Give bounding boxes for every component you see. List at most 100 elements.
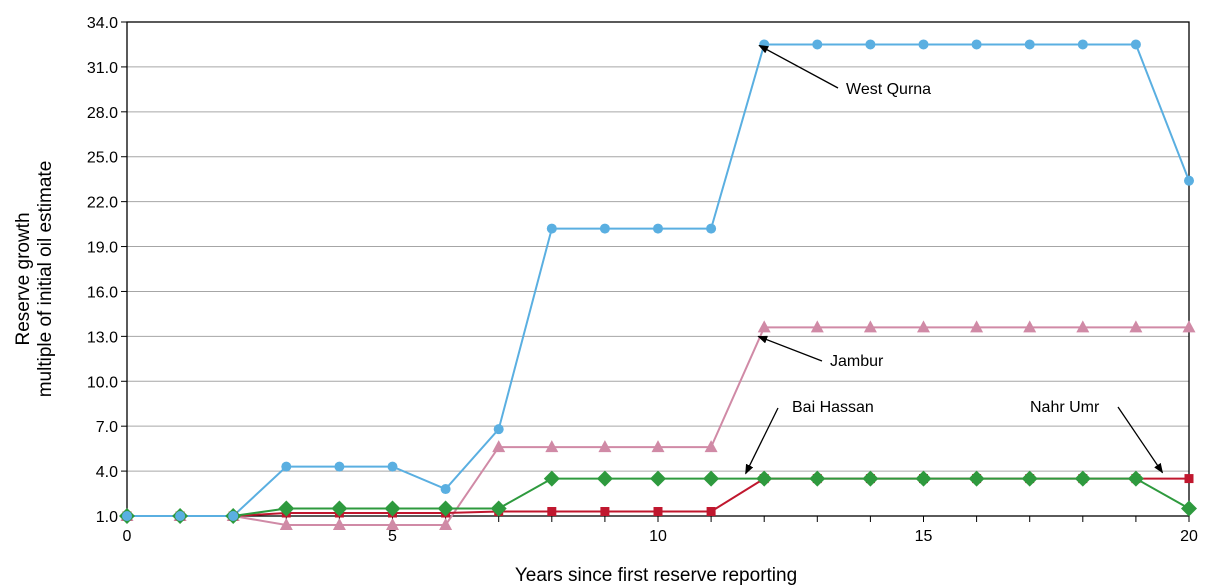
y-tick-label: 1.0 xyxy=(96,509,118,526)
data-point xyxy=(596,470,613,487)
data-point xyxy=(918,39,929,50)
data-point xyxy=(1130,39,1141,50)
annotation-label: Bai Hassan xyxy=(792,399,874,416)
data-point xyxy=(1021,470,1038,487)
data-point xyxy=(757,320,771,333)
data-point xyxy=(1077,39,1088,50)
data-point xyxy=(1076,320,1090,333)
data-point xyxy=(651,440,665,453)
x-tick-label: 5 xyxy=(388,528,397,545)
data-point xyxy=(279,517,293,530)
data-point xyxy=(653,223,663,234)
data-point xyxy=(1184,474,1194,484)
data-point xyxy=(1074,470,1091,487)
data-point xyxy=(653,507,663,517)
axis-ticks: 1.0 4.0 7.0 10.0 13.0 16.0 19.0 22.0 25.0 28.0 31.… xyxy=(87,15,1198,545)
annotation-label: Nahr Umr xyxy=(1030,399,1100,416)
data-point xyxy=(1127,470,1144,487)
y-tick-label: 25.0 xyxy=(87,150,118,167)
data-point xyxy=(1184,175,1194,186)
data-point xyxy=(809,470,826,487)
annotation-label: West Qurna xyxy=(846,81,931,98)
x-tick-label: 20 xyxy=(1180,528,1198,545)
data-point xyxy=(386,517,399,530)
y-tick-label: 16.0 xyxy=(87,284,118,301)
gridlines xyxy=(127,66,1189,472)
annotations: West Qurna Jambur Bai Hassan Nahr Umr xyxy=(745,44,1164,475)
data-point xyxy=(971,39,982,50)
data-point xyxy=(706,507,716,517)
data-point xyxy=(493,424,504,435)
y-tick-label: 28.0 xyxy=(87,105,118,122)
data-point xyxy=(546,223,557,234)
data-point xyxy=(1182,320,1196,333)
annotation-label: Jambur xyxy=(830,353,884,370)
x-tick-label: 10 xyxy=(649,528,667,545)
annotation-bai-hassan: Bai Hassan xyxy=(745,399,874,475)
data-point xyxy=(650,470,666,487)
data-point xyxy=(862,470,879,487)
annotation-arrow xyxy=(758,44,839,89)
data-point xyxy=(334,461,345,472)
y-tick-label: 34.0 xyxy=(87,15,118,32)
annotation-arrow xyxy=(745,407,779,475)
data-point xyxy=(384,500,401,517)
data-point xyxy=(1024,39,1035,50)
x-axis-title: Years since first reserve reporting xyxy=(515,565,797,586)
data-point xyxy=(917,320,930,333)
data-point xyxy=(439,517,453,530)
data-point xyxy=(332,517,346,530)
y-tick-label: 7.0 xyxy=(96,419,118,436)
y-axis-title-line-1: Reserve growth xyxy=(13,212,34,345)
data-point xyxy=(278,500,295,517)
y-tick-label: 22.0 xyxy=(87,195,118,212)
data-point xyxy=(599,223,610,234)
y-tick-label: 13.0 xyxy=(87,329,118,346)
annotation-nahr-umr: Nahr Umr xyxy=(1030,399,1164,474)
data-point xyxy=(228,511,239,521)
data-point xyxy=(490,500,507,517)
data-point xyxy=(810,320,824,333)
annotation-jambur: Jambur xyxy=(757,335,884,370)
data-point xyxy=(545,440,559,453)
data-point xyxy=(440,484,451,495)
data-point xyxy=(598,440,612,453)
data-point xyxy=(547,507,557,517)
annotation-west-qurna: West Qurna xyxy=(758,44,931,98)
data-point xyxy=(970,320,984,333)
data-point xyxy=(915,470,932,487)
data-point xyxy=(543,470,560,487)
data-point xyxy=(331,500,348,517)
x-tick-label: 0 xyxy=(123,528,132,545)
data-point xyxy=(1023,320,1037,333)
data-point xyxy=(492,440,506,453)
series-lines xyxy=(119,39,1197,530)
y-tick-label: 4.0 xyxy=(96,464,118,481)
data-point xyxy=(122,511,132,521)
series-markers-jambur xyxy=(120,320,1196,530)
data-point xyxy=(387,461,398,472)
x-tick-label: 15 xyxy=(915,528,933,545)
data-point xyxy=(865,39,876,50)
data-point xyxy=(175,511,186,521)
data-point xyxy=(863,320,877,333)
data-point xyxy=(812,39,823,50)
data-point xyxy=(703,470,720,487)
y-axis-title-line-2: multiple of initial oil estimate xyxy=(35,161,56,398)
y-tick-label: 31.0 xyxy=(87,60,118,77)
y-tick-label: 19.0 xyxy=(87,240,118,257)
y-tick-label: 10.0 xyxy=(87,374,118,391)
annotation-arrow xyxy=(1117,406,1164,474)
annotation-arrow xyxy=(757,335,823,362)
data-point xyxy=(600,507,610,517)
data-point xyxy=(1181,500,1197,517)
data-point xyxy=(281,461,292,472)
series-markers-west-qurna xyxy=(122,39,1194,521)
data-point xyxy=(756,470,773,487)
data-point xyxy=(706,223,717,234)
data-point xyxy=(437,500,454,517)
series-markers-bai-hassan xyxy=(119,470,1197,524)
data-point xyxy=(704,440,718,453)
data-point xyxy=(968,470,985,487)
